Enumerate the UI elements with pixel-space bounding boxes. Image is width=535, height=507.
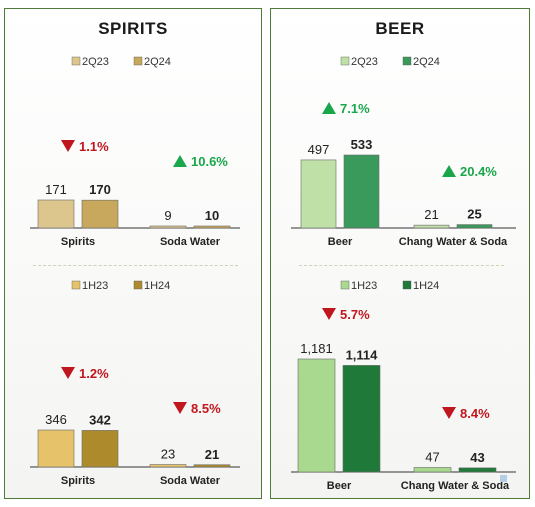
- corner-marker: [500, 475, 507, 482]
- legend-swatch: [340, 56, 350, 66]
- change-label: 20.4%: [460, 164, 497, 179]
- category-label: Spirits: [61, 475, 95, 487]
- bar: [413, 467, 452, 473]
- data-label: 497: [308, 142, 330, 157]
- bar: [342, 365, 381, 473]
- legend-swatch: [133, 56, 143, 66]
- panel-title: BEER: [375, 19, 425, 38]
- legend-swatch: [71, 56, 81, 66]
- category-label: Chang Water & Soda: [399, 236, 508, 248]
- change-label: 8.5%: [191, 401, 221, 416]
- bar: [297, 358, 336, 473]
- bar: [149, 225, 187, 229]
- data-label: 43: [470, 450, 484, 465]
- data-label: 10: [205, 208, 219, 223]
- data-label: 1,181: [300, 341, 333, 356]
- bar: [81, 199, 119, 229]
- change-label: 10.6%: [191, 154, 228, 169]
- bar: [300, 159, 337, 229]
- data-label: 9: [164, 208, 171, 223]
- bar: [149, 464, 187, 468]
- data-label: 346: [45, 412, 67, 427]
- bar: [81, 430, 119, 468]
- down-triangle-icon: [442, 407, 456, 419]
- change-label: 1.2%: [79, 366, 109, 381]
- data-label: 171: [45, 182, 67, 197]
- legend-swatch: [340, 280, 350, 290]
- up-triangle-icon: [322, 102, 336, 114]
- panel-divider: [33, 265, 238, 266]
- down-triangle-icon: [173, 402, 187, 414]
- category-label: Beer: [327, 480, 352, 492]
- chart-0: 2Q23 2Q24 171 170 Spirits 1.1% 9 10 Soda Water 10…: [30, 56, 240, 248]
- beer-charts: 2Q23 2Q24 497 533 Beer 7.1% 21 25 Chang Water & …: [291, 56, 516, 492]
- panel-title: SPIRITS: [98, 19, 168, 38]
- legend-swatch: [402, 56, 412, 66]
- legend-swatch: [402, 280, 412, 290]
- change-label: 5.7%: [340, 307, 370, 322]
- category-label: Soda Water: [160, 236, 221, 248]
- category-label: Soda Water: [160, 475, 221, 487]
- change-label: 1.1%: [79, 139, 109, 154]
- category-label: Spirits: [61, 236, 95, 248]
- panel-divider: [299, 265, 504, 266]
- data-label: 342: [89, 412, 111, 427]
- category-label: Beer: [328, 236, 353, 248]
- beer-panel: BEER 2Q23 2Q24 497 533 Beer 7.1% 21 25 Chang Wat…: [270, 8, 530, 499]
- legend-label: 2Q24: [413, 56, 440, 68]
- legend-swatch: [71, 280, 81, 290]
- category-label: Chang Water & Soda: [401, 480, 510, 492]
- spirits-charts: 2Q23 2Q24 171 170 Spirits 1.1% 9 10 Soda Water 10…: [30, 56, 240, 487]
- legend-label: 1H23: [82, 280, 108, 292]
- up-triangle-icon: [442, 165, 456, 177]
- change-label: 7.1%: [340, 101, 370, 116]
- bar: [456, 224, 493, 229]
- legend-swatch: [133, 280, 143, 290]
- up-triangle-icon: [173, 155, 187, 167]
- data-label: 533: [351, 137, 373, 152]
- legend-label: 2Q23: [82, 56, 109, 68]
- data-label: 21: [205, 447, 219, 462]
- chart-2: 2Q23 2Q24 497 533 Beer 7.1% 21 25 Chang Water & …: [291, 56, 516, 248]
- data-label: 170: [89, 182, 111, 197]
- legend-label: 1H24: [144, 280, 170, 292]
- data-label: 47: [425, 450, 439, 465]
- bar: [193, 464, 231, 468]
- bar: [413, 224, 450, 229]
- data-label: 23: [161, 447, 175, 462]
- legend-label: 2Q23: [351, 56, 378, 68]
- down-triangle-icon: [61, 140, 75, 152]
- down-triangle-icon: [322, 308, 336, 320]
- legend-label: 2Q24: [144, 56, 171, 68]
- legend-label: 1H23: [351, 280, 377, 292]
- change-label: 8.4%: [460, 406, 490, 421]
- bar: [37, 429, 75, 468]
- bar: [343, 154, 380, 229]
- chart-1: 1H23 1H24 346 342 Spirits 1.2% 23 21 Soda Water 8…: [30, 280, 240, 487]
- bar: [193, 225, 231, 229]
- spirits-panel: SPIRITS 2Q23 2Q24 171 170 Spirits 1.1% 9 10 Soda…: [4, 8, 262, 499]
- data-label: 25: [467, 207, 481, 222]
- bar: [37, 199, 75, 229]
- down-triangle-icon: [61, 367, 75, 379]
- bar: [458, 467, 497, 473]
- legend-label: 1H24: [413, 280, 439, 292]
- data-label: 21: [424, 207, 438, 222]
- data-label: 1,114: [346, 347, 379, 362]
- chart-3: 1H23 1H24 1,181 1,114 Beer 5.7% 47 43 Chang Wate…: [291, 280, 516, 492]
